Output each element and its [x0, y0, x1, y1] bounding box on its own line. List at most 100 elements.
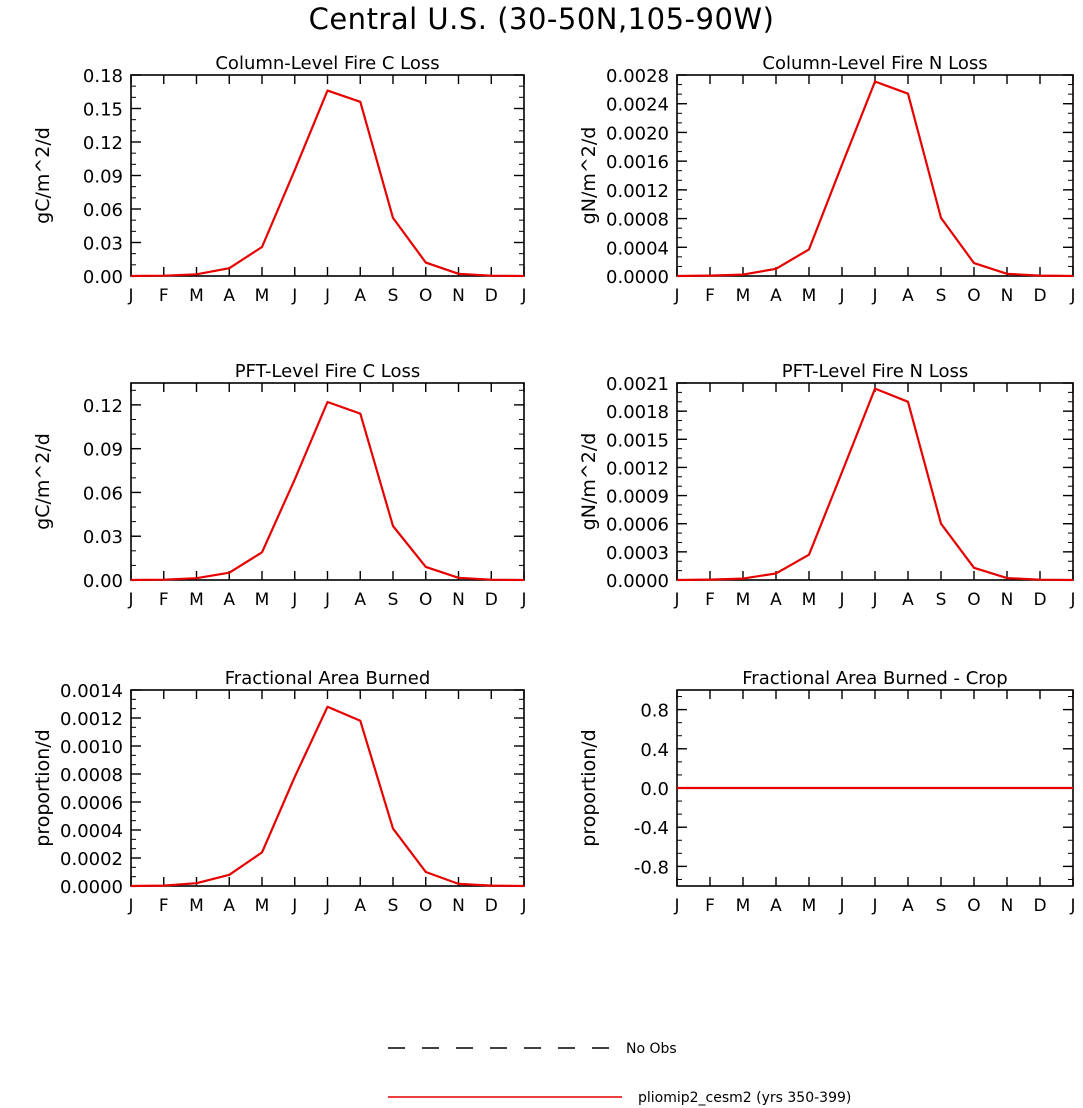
x-tick-label: D — [1033, 590, 1046, 610]
x-tick-label: F — [159, 896, 169, 916]
x-tick-label: J — [127, 896, 133, 916]
y-tick-label: 0.06 — [83, 200, 123, 221]
x-tick-label: J — [871, 896, 877, 916]
x-tick-label: J — [291, 590, 297, 610]
x-tick-label: M — [802, 590, 817, 610]
x-tick-label: M — [736, 286, 751, 306]
y-tick-label: 0.0004 — [606, 238, 669, 259]
y-tick-label: 0.8 — [640, 701, 669, 722]
x-tick-label: J — [871, 286, 877, 306]
y-tick-label: 0.0015 — [606, 430, 669, 451]
x-tick-label: A — [902, 286, 914, 306]
x-tick-label: M — [736, 896, 751, 916]
y-axis-label: gC/m^2/d — [32, 127, 54, 224]
x-tick-label: D — [485, 896, 498, 916]
y-tick-label: 0.0000 — [60, 877, 123, 898]
x-tick-label: A — [354, 896, 366, 916]
series-line — [130, 400, 525, 582]
x-tick-label: J — [871, 590, 877, 610]
x-tick-label: A — [223, 590, 235, 610]
x-tick-label: N — [1001, 286, 1014, 306]
x-tick-label: J — [838, 286, 844, 306]
y-tick-label: 0.0000 — [606, 571, 669, 592]
figure-title: Central U.S. (30-50N,105-90W) — [308, 2, 775, 36]
x-tick-label: F — [705, 286, 715, 306]
x-tick-label: N — [452, 896, 465, 916]
x-tick-label: S — [388, 896, 399, 916]
x-tick-label: M — [255, 590, 270, 610]
x-tick-label: S — [388, 590, 399, 610]
panel-title: Fractional Area Burned - Crop — [742, 668, 1007, 689]
y-tick-label: 0.15 — [83, 100, 123, 121]
x-tick-label: M — [802, 896, 817, 916]
y-tick-label: 0.03 — [83, 234, 123, 255]
x-tick-label: D — [485, 590, 498, 610]
x-tick-label: A — [223, 896, 235, 916]
x-tick-label: A — [902, 896, 914, 916]
y-tick-label: 0.0012 — [606, 458, 669, 479]
x-tick-label: J — [520, 896, 526, 916]
y-tick-label: 0.0020 — [606, 123, 669, 144]
x-tick-label: M — [802, 286, 817, 306]
x-tick-label: J — [1069, 896, 1075, 916]
x-tick-label: D — [485, 286, 498, 306]
x-tick-label: M — [189, 286, 204, 306]
x-tick-label: A — [770, 590, 782, 610]
x-tick-label: M — [189, 590, 204, 610]
series-line — [130, 705, 525, 888]
x-tick-label: D — [1033, 896, 1046, 916]
x-tick-label: M — [189, 896, 204, 916]
x-tick-label: J — [673, 286, 679, 306]
y-tick-label: 0.00 — [83, 267, 123, 288]
x-tick-label: A — [223, 286, 235, 306]
x-tick-label: F — [705, 590, 715, 610]
x-tick-label: D — [1033, 286, 1046, 306]
y-tick-label: 0.00 — [83, 571, 123, 592]
x-tick-label: N — [452, 286, 465, 306]
x-tick-label: S — [936, 590, 947, 610]
y-tick-label: 0.03 — [83, 527, 123, 548]
y-tick-label: 0.0024 — [606, 95, 669, 116]
x-tick-label: O — [419, 590, 432, 610]
y-tick-label: 0.09 — [83, 440, 123, 461]
y-tick-label: -0.4 — [634, 818, 669, 839]
y-tick-label: 0.12 — [83, 396, 123, 417]
x-tick-label: O — [967, 896, 980, 916]
x-tick-label: A — [770, 896, 782, 916]
x-tick-label: F — [159, 590, 169, 610]
y-tick-label: 0.09 — [83, 167, 123, 188]
x-tick-label: J — [838, 896, 844, 916]
y-tick-label: 0.12 — [83, 133, 123, 154]
y-tick-label: 0.0004 — [60, 821, 123, 842]
x-tick-label: S — [936, 896, 947, 916]
x-tick-label: J — [324, 590, 330, 610]
y-tick-label: 0.0 — [640, 779, 669, 800]
y-tick-label: 0.0008 — [606, 210, 669, 231]
panel-title: Column-Level Fire C Loss — [215, 53, 439, 74]
x-tick-label: J — [520, 286, 526, 306]
series-line — [130, 89, 525, 278]
x-tick-label: S — [936, 286, 947, 306]
x-tick-label: O — [419, 286, 432, 306]
x-tick-label: N — [1001, 896, 1014, 916]
x-tick-label: M — [255, 286, 270, 306]
x-tick-label: J — [673, 896, 679, 916]
y-tick-label: 0.0016 — [606, 152, 669, 173]
y-tick-label: 0.0002 — [60, 849, 123, 870]
y-axis-label: proportion/d — [578, 729, 600, 846]
x-tick-label: O — [967, 286, 980, 306]
panel-title: PFT-Level Fire C Loss — [235, 361, 421, 382]
x-tick-label: J — [838, 590, 844, 610]
series-line — [676, 387, 1074, 582]
y-tick-label: 0.18 — [83, 66, 123, 87]
y-tick-label: 0.0021 — [606, 374, 669, 395]
legend-label: pliomip2_cesm2 (yrs 350-399) — [638, 1090, 851, 1106]
x-tick-label: O — [967, 590, 980, 610]
chart-panel-6: Fractional Area Burned - Crop proportion/… — [578, 668, 1076, 916]
y-tick-label: 0.0006 — [606, 515, 669, 536]
